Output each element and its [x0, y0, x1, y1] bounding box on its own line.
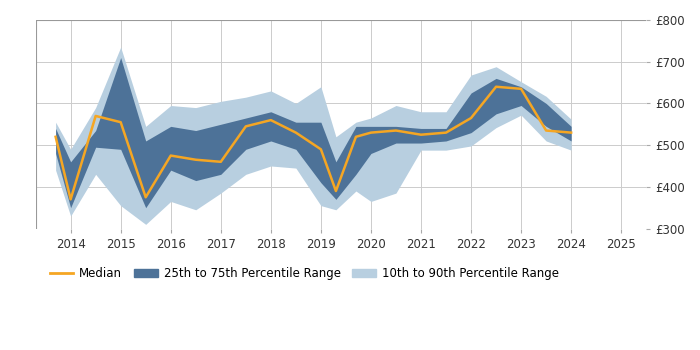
Legend: Median, 25th to 75th Percentile Range, 10th to 90th Percentile Range: Median, 25th to 75th Percentile Range, 1… — [45, 263, 564, 285]
